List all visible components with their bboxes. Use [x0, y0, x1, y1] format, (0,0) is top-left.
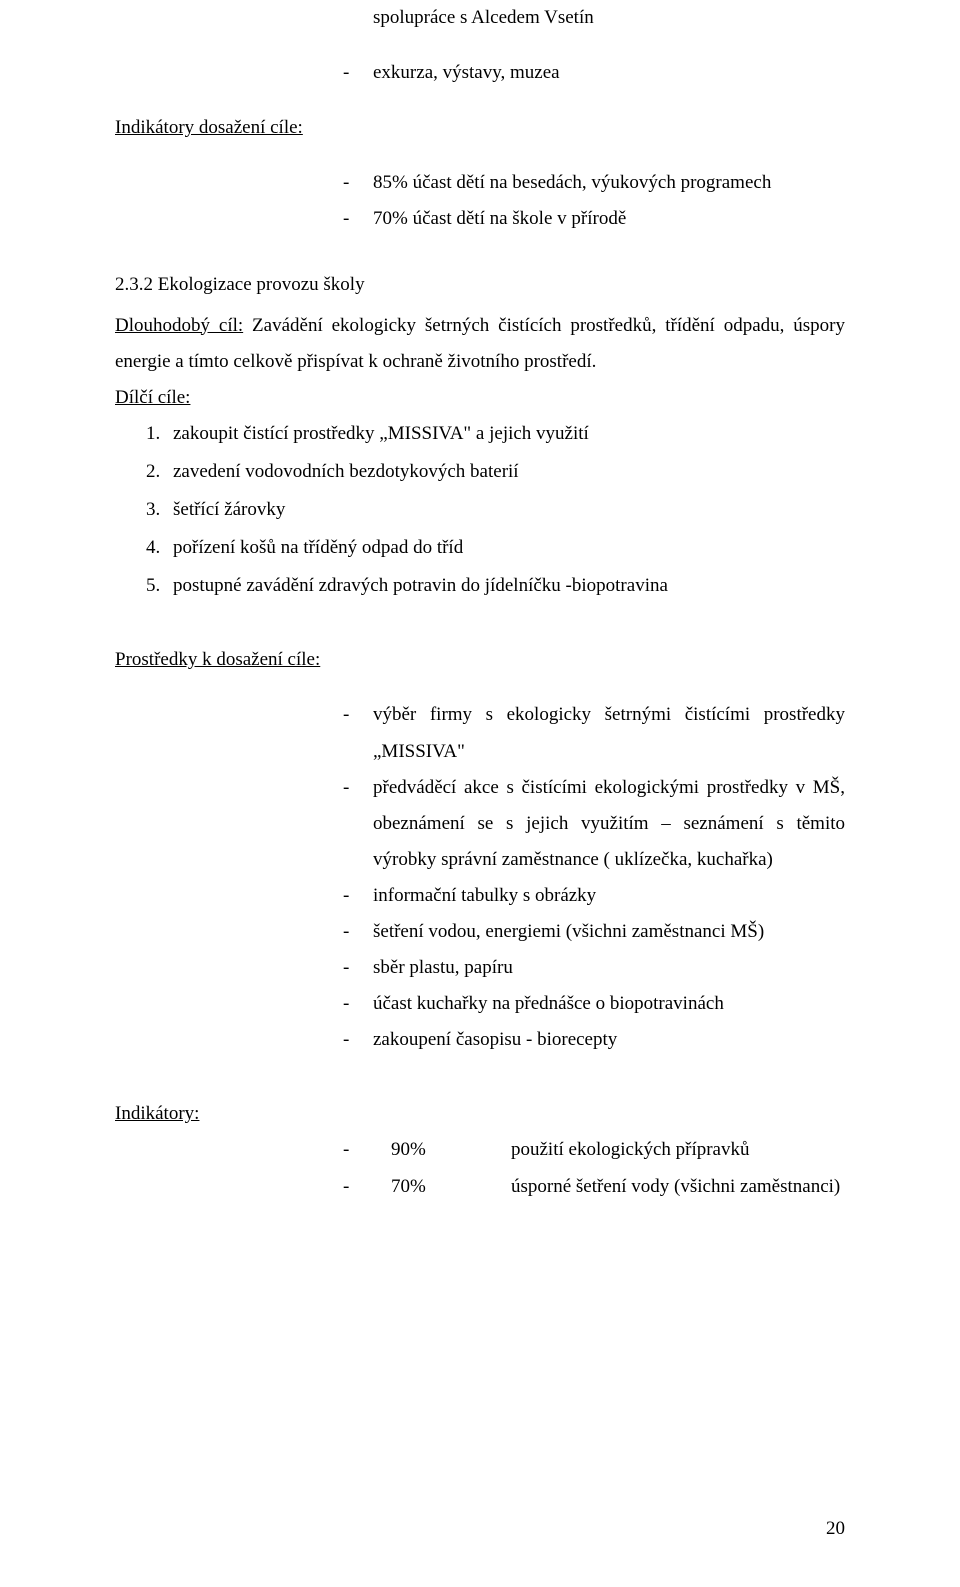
list-item: pořízení košů na tříděný odpad do tříd: [165, 530, 845, 566]
document-page: spolupráce s Alcedem Vsetín exkurza, výs…: [0, 0, 960, 1587]
list-item: šetření vodou, energiemi (všichni zaměst…: [325, 914, 845, 950]
indikatory-dosazeni-heading: Indikátory dosažení cíle:: [115, 110, 845, 146]
list-item: informační tabulky s obrázky: [325, 878, 845, 914]
indicator-percent: 90%: [391, 1132, 511, 1168]
dilci-cile-list: zakoupit čistící prostředky „MISSIVA" a …: [115, 416, 845, 604]
bullet-list: 85% účast dětí na besedách, výukových pr…: [325, 165, 845, 237]
prostredky-bullets: výběr firmy s ekologicky šetrnými čistíc…: [325, 697, 845, 1058]
list-item: zakoupení časopisu - biorecepty: [325, 1022, 845, 1058]
indicator-row: - 70% úsporné šetření vody (všichni zamě…: [325, 1169, 845, 1205]
list-item: účast kuchařky na přednášce o biopotravi…: [325, 986, 845, 1022]
list-item: 85% účast dětí na besedách, výukových pr…: [325, 165, 845, 201]
prostredky-heading: Prostředky k dosažení cíle:: [115, 642, 845, 678]
continuation-line: spolupráce s Alcedem Vsetín: [325, 0, 845, 36]
list-item: zavedení vodovodních bezdotykových bater…: [165, 454, 845, 490]
indikatory-dosazeni-bullets: 85% účast dětí na besedách, výukových pr…: [325, 165, 845, 237]
indicator-percent: 70%: [391, 1169, 511, 1205]
indikatory-heading: Indikátory:: [115, 1096, 845, 1132]
dash-icon: -: [325, 1132, 391, 1168]
indicator-row: - 90% použití ekologických přípravků: [325, 1132, 845, 1168]
list-item: postupné zavádění zdravých potravin do j…: [165, 568, 845, 604]
top-bullet-list: exkurza, výstavy, muzea: [325, 55, 845, 91]
dash-icon: -: [325, 1169, 391, 1205]
dlouhodoby-cil-label: Dlouhodobý cíl:: [115, 315, 243, 336]
indicator-desc: použití ekologických přípravků: [511, 1132, 845, 1168]
list-item: výběr firmy s ekologicky šetrnými čistíc…: [325, 697, 845, 769]
dlouhodoby-cil-paragraph: Dlouhodobý cíl: Zavádění ekologicky šetr…: [115, 308, 845, 380]
bullet-list: výběr firmy s ekologicky šetrnými čistíc…: [325, 697, 845, 1058]
section-232-heading: 2.3.2 Ekologizace provozu školy: [115, 267, 845, 303]
list-item: sběr plastu, papíru: [325, 950, 845, 986]
list-item: šetřící žárovky: [165, 492, 845, 528]
top-continuation-block: spolupráce s Alcedem Vsetín exkurza, výs…: [325, 0, 845, 91]
indicator-desc: úsporné šetření vody (všichni zaměstnanc…: [511, 1169, 845, 1205]
page-number: 20: [826, 1511, 845, 1547]
dilci-cile-label: Dílčí cíle:: [115, 380, 845, 416]
list-item: předváděcí akce s čistícími ekologickými…: [325, 770, 845, 878]
list-item: zakoupit čistící prostředky „MISSIVA" a …: [165, 416, 845, 452]
list-item: exkurza, výstavy, muzea: [325, 55, 845, 91]
indikatory-rows: - 90% použití ekologických přípravků - 7…: [325, 1132, 845, 1204]
list-item: 70% účast dětí na škole v přírodě: [325, 201, 845, 237]
